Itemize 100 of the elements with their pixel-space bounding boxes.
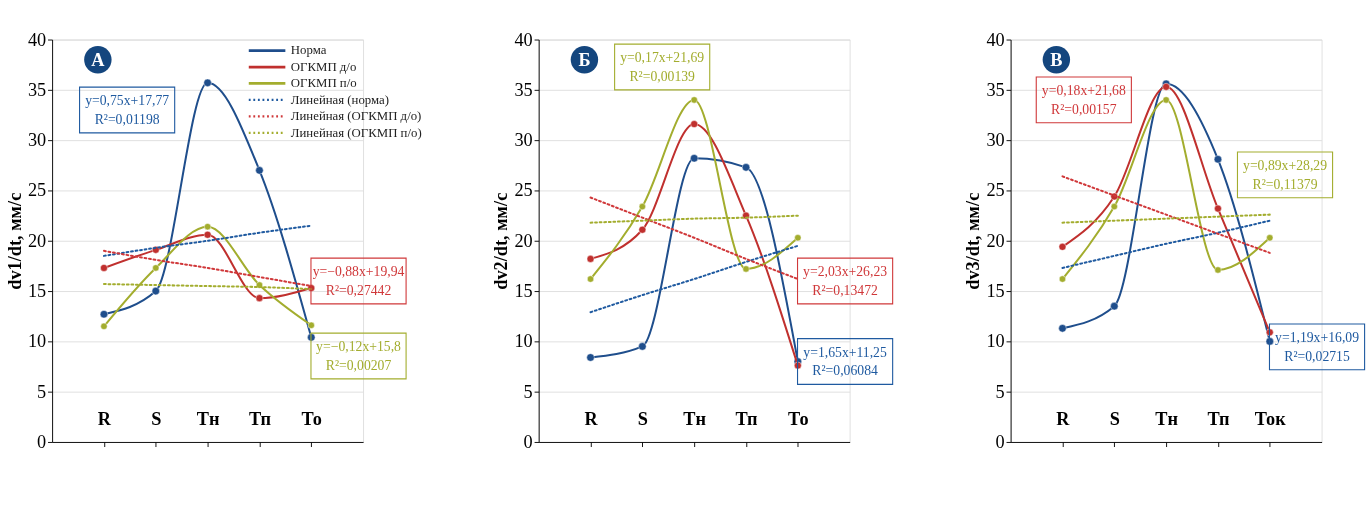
point (586, 353, 595, 362)
point (1162, 83, 1170, 91)
annotation: y=0,18x+21,68 R²=0,00157 (1041, 83, 1126, 117)
y-tick-label: 5 (37, 381, 47, 402)
y-tick-label: 20 (27, 230, 47, 251)
x-tick-label: Тн (196, 409, 220, 430)
legend-label: ОГКМП п/о (290, 76, 357, 91)
y-tick-label: 30 (514, 130, 533, 151)
point (638, 342, 647, 351)
x-tick-label: S (637, 409, 648, 430)
line-series (589, 244, 799, 314)
point (1058, 243, 1067, 251)
y-tick-label: 40 (27, 29, 47, 50)
point (1266, 234, 1274, 242)
annotation: y=1,65x+11,25 R²=0,06084 (803, 344, 887, 379)
y-tick-label: 40 (514, 29, 533, 50)
x-tick-label: Тп (248, 409, 272, 430)
x-tick-label: R (584, 409, 599, 430)
x-tick-label: Тп (1207, 409, 1230, 430)
y-tick-label: 25 (514, 180, 533, 201)
x-tick-label: Тн (683, 409, 707, 430)
y-tick-label: 10 (986, 331, 1005, 352)
y-tick-label: 0 (37, 431, 47, 452)
point (690, 96, 698, 104)
y-axis-title: dv2/dt, мм/с (491, 192, 512, 290)
point (1058, 324, 1067, 333)
y-tick-label: 10 (514, 331, 533, 352)
point (255, 281, 263, 289)
point (1059, 275, 1066, 283)
point (586, 255, 595, 263)
point (151, 287, 160, 296)
x-tick-label: S (151, 409, 162, 430)
point (1214, 266, 1222, 274)
y-tick-label: 35 (27, 79, 47, 100)
x-tick-label: То (301, 409, 322, 430)
x-tick-label: R (1056, 409, 1071, 430)
y-tick-label: 35 (514, 79, 533, 100)
line-series (102, 224, 313, 257)
y-tick-label: 15 (27, 281, 47, 302)
legend-label: Норма (290, 43, 327, 58)
point (204, 223, 212, 231)
y-tick-label: 30 (986, 130, 1005, 151)
x-tick-label: S (1109, 409, 1120, 430)
y-axis-title: dv3/dt, мм/с (963, 192, 984, 290)
text: Б (578, 50, 591, 71)
point (742, 265, 750, 273)
annotation: y=0,17x+21,69 R²=0,00139 (620, 50, 705, 84)
point (638, 225, 647, 234)
x-tick-label: Ток (1254, 409, 1287, 430)
point (203, 230, 212, 239)
y-tick-label: 25 (986, 180, 1005, 201)
annotation: y=0,89x+28,29 R²=0,11379 (1243, 158, 1328, 192)
y-tick-label: 10 (27, 331, 47, 352)
annotation: y=−0,88x+19,94 R²=0,27442 (312, 264, 405, 298)
point (100, 264, 108, 272)
y-tick-label: 15 (986, 281, 1005, 302)
y-tick-label: 15 (514, 281, 533, 302)
point (741, 163, 751, 172)
y-tick-label: 0 (995, 431, 1005, 452)
text: А (91, 50, 106, 71)
point (1162, 96, 1170, 104)
point (1110, 302, 1119, 311)
point (255, 294, 264, 302)
point (1214, 204, 1222, 213)
point (100, 322, 108, 330)
y-tick-label: 20 (514, 230, 533, 251)
y-axis-title: dv1/dt, мм/с (4, 192, 25, 290)
y-tick-label: 35 (986, 79, 1005, 100)
point (255, 166, 264, 175)
x-tick-label: R (97, 409, 112, 430)
point (99, 310, 109, 319)
x-tick-label: Тн (1155, 409, 1179, 430)
point (152, 264, 160, 272)
legend-label: ОГКМП д/о (290, 59, 357, 74)
annotation: y=1,19x+16,09 R²=0,02715 (1275, 330, 1360, 364)
y-tick-label: 30 (27, 130, 47, 151)
x-tick-label: То (788, 409, 809, 430)
y-tick-label: 20 (986, 230, 1005, 251)
point (307, 321, 315, 329)
point (587, 275, 594, 283)
y-tick-label: 25 (27, 180, 47, 201)
annotation: y=0,75x+17,77 R²=0,01198 (85, 93, 170, 127)
point (203, 78, 212, 87)
y-tick-label: 5 (995, 381, 1005, 402)
annotation: y=−0,12x+15,8 R²=0,00207 (316, 339, 402, 373)
line-series (1061, 219, 1271, 269)
point (794, 234, 802, 242)
point (690, 154, 699, 163)
legend-label: Линейная (ОГКМП д/о) (290, 109, 422, 124)
text: В (1050, 50, 1063, 71)
y-tick-label: 40 (986, 29, 1005, 50)
point (1110, 203, 1118, 211)
point (690, 120, 698, 128)
legend-label: Линейная (ОГКМП п/о) (290, 125, 422, 140)
annotation: y=2,03x+26,23 R²=0,13472 (803, 264, 888, 298)
y-tick-label: 5 (523, 381, 533, 402)
x-tick-label: Тп (735, 409, 758, 430)
legend-label: Линейная (норма) (290, 92, 390, 107)
point (638, 203, 646, 211)
point (1213, 155, 1223, 164)
